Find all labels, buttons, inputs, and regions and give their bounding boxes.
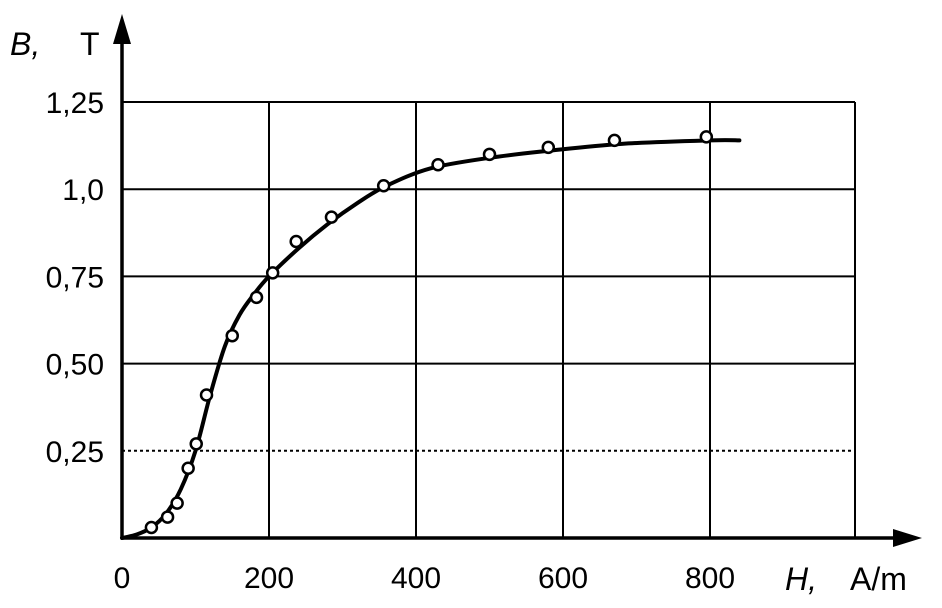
data-markers	[144, 130, 714, 535]
x-tick-label-0: 0	[114, 562, 131, 595]
data-point	[541, 140, 556, 155]
series	[120, 138, 742, 540]
x-tick-label-400: 400	[391, 562, 441, 595]
data-point	[170, 496, 184, 510]
data-point	[376, 178, 391, 193]
x-axis-symbol: H,	[785, 561, 817, 597]
tick-labels: 0 200 400 600 800 0,25 0,50 0,75 1,0 1,25	[46, 87, 735, 595]
y-tick-label-1: 1,0	[62, 174, 104, 207]
data-point	[225, 328, 239, 343]
data-point	[324, 210, 339, 224]
x-tick-label-800: 800	[685, 562, 735, 595]
x-axis-unit: A/m	[850, 561, 907, 597]
data-point	[431, 158, 445, 172]
data-point	[249, 290, 264, 305]
y-axis-unit: T	[80, 26, 100, 62]
data-point	[699, 130, 714, 144]
axes	[113, 14, 922, 547]
data-point	[199, 388, 214, 402]
data-point	[265, 266, 280, 280]
y-tick-label-1-25: 1,25	[46, 87, 104, 120]
data-point	[160, 510, 175, 524]
data-point	[289, 234, 303, 249]
x-axis-arrow	[893, 529, 922, 547]
x-tick-label-600: 600	[538, 562, 588, 595]
data-point	[482, 147, 497, 162]
y-axis-arrow	[113, 14, 131, 44]
axis-labels: B, T H, A/m	[10, 26, 907, 597]
data-point	[144, 520, 159, 535]
data-point	[189, 437, 203, 451]
data-point	[607, 133, 622, 148]
y-tick-label-0-25: 0,25	[46, 436, 104, 469]
bh-curve	[120, 138, 742, 540]
y-axis-symbol: B,	[10, 26, 40, 62]
data-point	[181, 461, 195, 475]
y-tick-label-0-5: 0,50	[46, 349, 104, 382]
y-tick-label-0-75: 0,75	[46, 261, 104, 294]
grid	[122, 101, 856, 538]
x-tick-label-200: 200	[244, 562, 294, 595]
